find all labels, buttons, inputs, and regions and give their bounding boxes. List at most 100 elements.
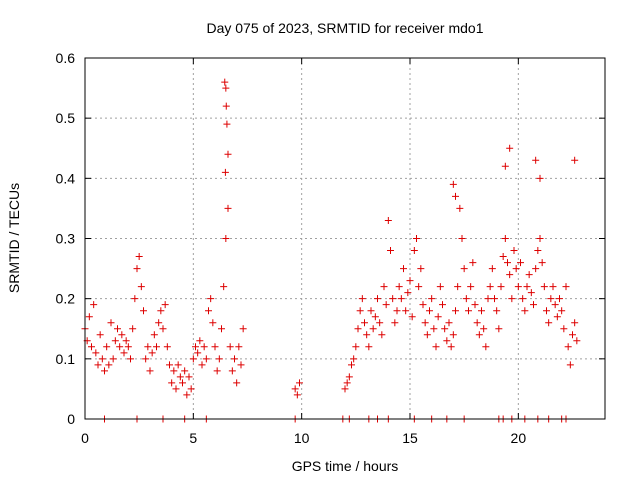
data-point xyxy=(395,283,403,291)
data-point xyxy=(221,78,229,86)
data-point xyxy=(220,283,228,291)
data-point xyxy=(174,361,182,369)
x-tick-label: 5 xyxy=(189,430,197,446)
data-point xyxy=(499,253,507,261)
data-point xyxy=(223,120,231,128)
data-point xyxy=(213,367,221,375)
data-point xyxy=(200,343,208,351)
data-point xyxy=(157,307,165,315)
data-point xyxy=(161,301,169,309)
data-point xyxy=(291,385,299,393)
data-point xyxy=(218,325,225,333)
data-point xyxy=(423,331,431,339)
data-point xyxy=(133,265,141,273)
data-point xyxy=(558,307,566,315)
data-point xyxy=(374,295,381,303)
y-tick-label: 0 xyxy=(67,411,75,427)
y-tick-label: 0.1 xyxy=(56,351,76,367)
data-point xyxy=(508,295,516,303)
data-point xyxy=(527,289,535,297)
data-point xyxy=(430,325,438,333)
data-point xyxy=(239,325,247,333)
data-point xyxy=(517,259,524,267)
data-point xyxy=(556,295,563,303)
data-point xyxy=(495,325,503,333)
data-point xyxy=(419,301,427,309)
data-point xyxy=(454,283,462,291)
data-point xyxy=(114,325,121,333)
data-point xyxy=(367,307,375,315)
data-point xyxy=(510,247,518,255)
data-point xyxy=(189,355,197,363)
data-point xyxy=(170,367,178,375)
data-point xyxy=(534,247,542,255)
data-point xyxy=(176,373,184,381)
data-point xyxy=(369,325,377,333)
data-point xyxy=(415,283,423,291)
grid-lines xyxy=(85,58,605,419)
data-point xyxy=(530,301,537,309)
data-point xyxy=(506,271,514,279)
data-point xyxy=(211,343,219,351)
y-tick-label: 0.5 xyxy=(56,110,76,126)
data-point xyxy=(153,343,160,351)
data-point xyxy=(536,235,544,242)
data-point xyxy=(348,361,355,369)
data-point xyxy=(237,361,245,369)
data-point xyxy=(187,385,195,393)
data-point xyxy=(378,331,386,339)
data-point xyxy=(462,295,470,303)
data-point xyxy=(543,307,550,315)
data-point xyxy=(116,343,124,351)
data-point xyxy=(135,253,143,261)
data-point xyxy=(296,379,303,387)
x-axis-label: GPS time / hours xyxy=(292,458,399,474)
data-point xyxy=(354,325,362,333)
data-point xyxy=(124,343,132,351)
data-point xyxy=(562,283,570,291)
data-point xyxy=(491,295,498,303)
data-point xyxy=(456,204,464,212)
data-point xyxy=(92,349,100,357)
y-tick-label: 0.6 xyxy=(56,50,76,66)
data-point xyxy=(172,385,180,393)
data-point xyxy=(549,283,557,291)
data-point xyxy=(179,379,186,387)
data-point xyxy=(222,235,230,242)
data-point xyxy=(532,265,540,273)
data-point xyxy=(571,319,579,327)
data-point xyxy=(343,379,351,387)
data-point xyxy=(231,355,238,363)
data-point xyxy=(404,289,412,297)
data-point xyxy=(131,295,139,303)
x-tick-label: 20 xyxy=(511,430,527,446)
data-point xyxy=(573,337,581,345)
data-point xyxy=(380,283,388,291)
x-tick-label: 0 xyxy=(81,430,89,446)
data-point xyxy=(101,367,108,375)
data-point xyxy=(140,307,147,315)
data-point xyxy=(501,235,509,242)
data-point xyxy=(233,379,241,387)
y-axis-label: SRMTID / TECUs xyxy=(6,183,22,293)
data-point xyxy=(365,343,373,351)
data-point xyxy=(293,391,301,399)
data-point xyxy=(196,337,204,345)
data-point xyxy=(443,337,451,345)
data-point xyxy=(224,204,232,212)
data-point xyxy=(428,295,436,303)
data-point xyxy=(235,343,243,351)
data-point xyxy=(127,355,134,363)
data-point xyxy=(105,361,113,369)
data-point xyxy=(155,319,163,327)
data-point xyxy=(215,355,223,363)
data-point xyxy=(90,301,98,309)
data-point xyxy=(460,265,468,273)
data-point xyxy=(144,343,152,351)
data-point xyxy=(150,331,158,339)
data-point xyxy=(506,144,514,152)
data-point xyxy=(445,319,453,327)
data-point xyxy=(194,349,202,357)
data-point xyxy=(163,343,171,351)
data-point xyxy=(469,259,477,267)
